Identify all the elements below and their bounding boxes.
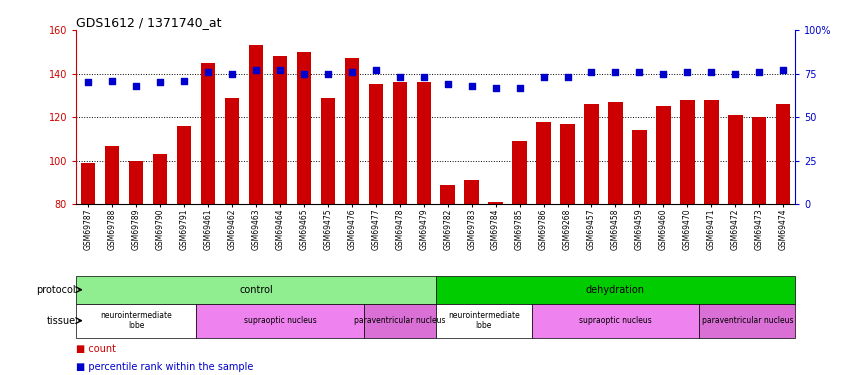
Point [153,80,167,86]
Bar [81,163,96,204]
Text: protocol: protocol [36,285,76,295]
Text: ■ percentile rank within the sample: ■ percentile rank within the sample [76,363,254,372]
Bar [393,82,407,204]
Text: neurointermediate
lobe: neurointermediate lobe [448,311,519,330]
Bar [436,304,531,338]
Bar [105,146,119,204]
Bar [201,63,215,204]
Bar [249,45,263,204]
Text: paraventricular nucleus: paraventricular nucleus [701,316,793,325]
Point [201,69,215,75]
Text: neurointermediate
lobe: neurointermediate lobe [100,311,172,330]
Point [273,67,287,73]
Bar [728,115,743,204]
Bar [608,102,623,204]
Point [105,78,118,84]
Point [777,67,790,73]
Bar [436,276,795,304]
Bar [464,180,479,204]
Text: ■ count: ■ count [76,344,116,354]
Bar [560,124,574,204]
Bar [129,161,143,204]
Text: tissue: tissue [47,316,76,326]
Point [536,74,550,80]
Bar [776,104,790,204]
Bar [441,185,455,204]
Point [129,83,143,89]
Point [585,69,598,75]
Bar [76,276,436,304]
Point [656,70,670,76]
Text: control: control [239,285,272,295]
Point [464,83,478,89]
Bar [225,98,239,204]
Point [561,74,574,80]
Point [728,70,742,76]
Bar [513,141,527,204]
Bar [680,100,695,204]
Bar [321,98,335,204]
Point [680,69,694,75]
Bar [364,304,436,338]
Point [393,74,406,80]
Text: supraoptic nucleus: supraoptic nucleus [244,316,316,325]
Text: supraoptic nucleus: supraoptic nucleus [580,316,651,325]
Bar [153,154,168,204]
Text: GDS1612 / 1371740_at: GDS1612 / 1371740_at [76,16,222,29]
Point [441,81,454,87]
Bar [536,122,551,204]
Bar [416,82,431,204]
Bar [752,117,766,204]
Bar [656,106,671,204]
Bar [632,130,646,204]
Bar [76,304,196,338]
Point [369,67,382,73]
Bar [488,202,503,204]
Point [345,69,359,75]
Bar [585,104,599,204]
Point [417,74,431,80]
Bar [700,304,795,338]
Bar [196,304,364,338]
Bar [272,56,287,204]
Point [81,80,95,86]
Point [249,67,262,73]
Point [513,84,526,90]
Bar [704,100,718,204]
Point [489,84,503,90]
Bar [531,304,700,338]
Bar [344,58,359,204]
Text: paraventricular nucleus: paraventricular nucleus [354,316,446,325]
Point [225,70,239,76]
Point [177,78,190,84]
Bar [177,126,191,204]
Point [705,69,718,75]
Bar [297,52,311,204]
Point [752,69,766,75]
Bar [369,84,383,204]
Point [321,70,334,76]
Text: dehydration: dehydration [586,285,645,295]
Point [608,69,622,75]
Point [633,69,646,75]
Point [297,70,310,76]
